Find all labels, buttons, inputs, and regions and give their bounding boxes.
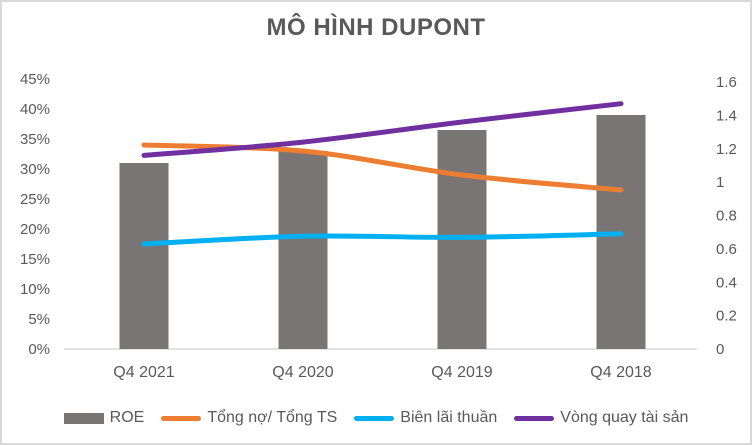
left-axis-tick-label: 45% [20, 71, 50, 88]
right-axis-tick-label: 1 [716, 174, 724, 191]
right-axis-tick-label: 0.6 [716, 241, 737, 258]
right-axis-tick-label: 0.4 [716, 274, 737, 291]
right-axis-tick-label: 0 [716, 341, 724, 358]
category-label: Q4 2020 [272, 364, 333, 381]
legend-swatch-roe [63, 412, 104, 424]
legend-item-vong-quay-tai-san: Vòng quay tài sản [514, 409, 688, 427]
legend-swatch-bien-lai-thuan [354, 415, 395, 421]
legend-swatch-tong-no-tong-ts [161, 415, 202, 421]
right-axis-tick-label: 1.4 [716, 107, 737, 124]
legend-item-tong-no-tong-ts: Tổng nợ/ Tổng TS [161, 409, 337, 427]
right-axis-tick-label: 0.2 [716, 308, 737, 325]
left-axis-tick-label: 20% [20, 221, 50, 238]
legend-swatch-vong-quay-tai-san [514, 415, 555, 421]
left-axis-tick-label: 15% [20, 251, 50, 268]
right-axis-tick-label: 1.6 [716, 74, 737, 91]
roe-bar [278, 151, 328, 349]
legend-label-roe: ROE [109, 409, 145, 426]
vong-quay-tai-san-line [141, 101, 624, 158]
category-label: Q4 2021 [113, 364, 174, 381]
bien-lai-thuan-line [141, 231, 624, 247]
left-axis-tick-label: 30% [20, 161, 50, 178]
left-axis-tick-label: 0% [28, 341, 50, 358]
legend-label-vong-quay-tai-san: Vòng quay tài sản [560, 409, 689, 426]
legend-label-bien-lai-thuan: Biên lãi thuần [400, 409, 498, 426]
right-axis-tick-label: 1.2 [716, 141, 737, 158]
left-axis-tick-label: 35% [20, 131, 50, 148]
roe-bar [119, 163, 169, 349]
category-label: Q4 2018 [590, 364, 651, 381]
legend-label-tong-no-tong-ts: Tổng nợ/ Tổng TS [207, 409, 338, 426]
tong-no-tong-ts-line [141, 142, 624, 193]
right-axis-tick-label: 0.8 [716, 208, 737, 225]
legend-item-roe: ROE [63, 409, 145, 427]
left-axis-tick-label: 5% [28, 311, 50, 328]
chart-title: MÔ HÌNH DUPONT [266, 14, 486, 41]
legend-item-bien-lai-thuan: Biên lãi thuần [354, 409, 497, 427]
legend: ROE Tổng nợ/ Tổng TS Biên lãi thuần Vòng qu… [2, 409, 750, 427]
left-axis-tick-label: 25% [20, 191, 50, 208]
left-axis-tick-label: 40% [20, 101, 50, 118]
left-axis-tick-label: 10% [20, 281, 50, 298]
category-label: Q4 2019 [431, 364, 492, 381]
